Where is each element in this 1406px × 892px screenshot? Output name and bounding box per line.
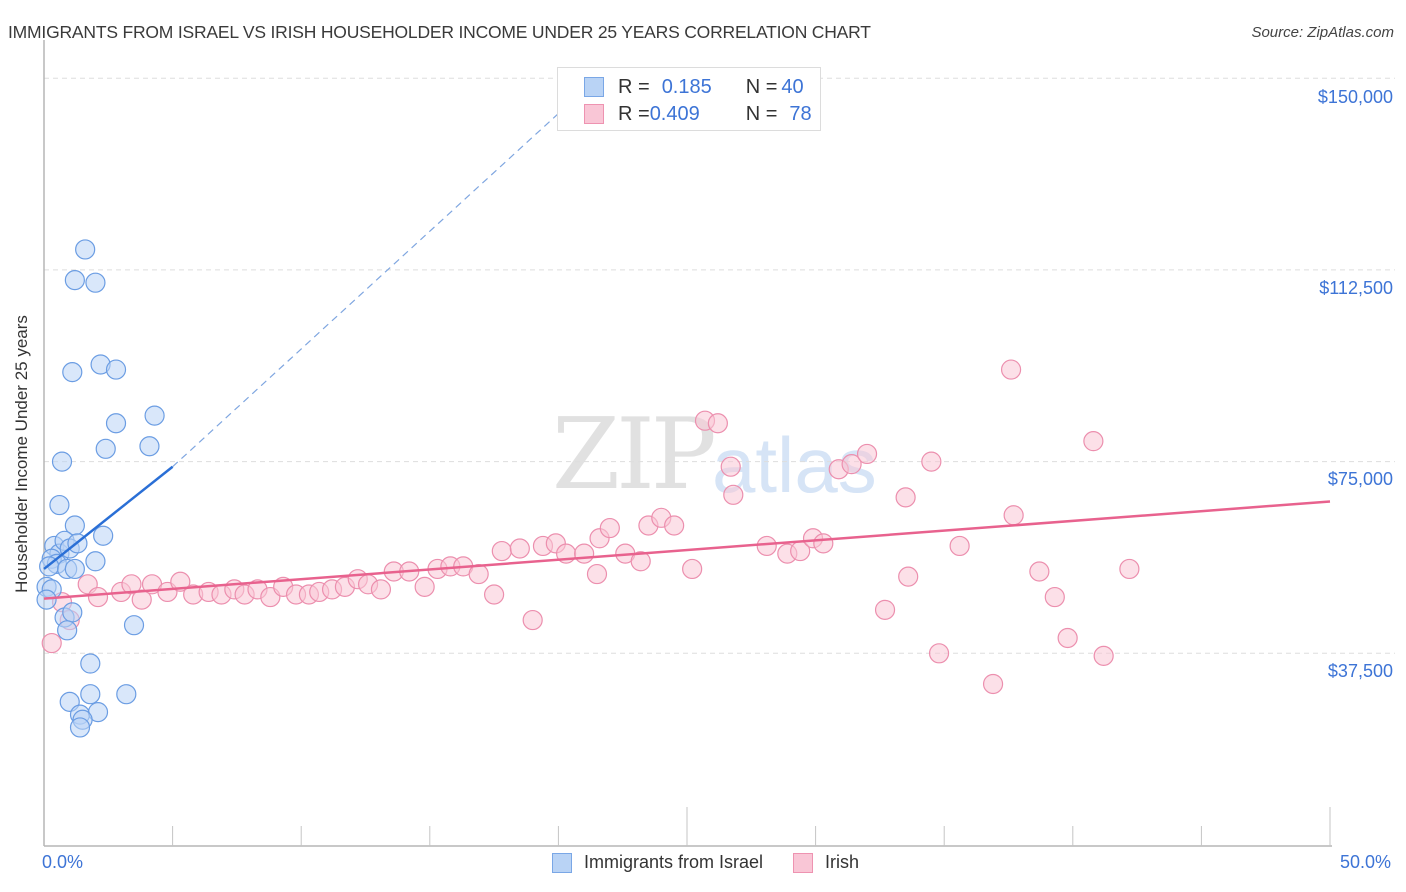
data-point: [116, 684, 137, 705]
israel-trend-line: [43, 465, 174, 570]
data-point: [51, 451, 73, 472]
data-point: [522, 609, 543, 631]
data-point: [139, 436, 160, 457]
chart-title: IMMIGRANTS FROM ISRAEL VS IRISH HOUSEHOL…: [8, 22, 871, 42]
data-point: [1093, 645, 1114, 666]
data-point: [80, 653, 101, 674]
data-point: [982, 673, 1004, 695]
irish-points: [41, 359, 1140, 695]
irish-swatch-icon: [793, 852, 814, 873]
data-point: [491, 540, 512, 562]
data-point: [87, 586, 109, 608]
irish-swatch-icon: [584, 104, 604, 124]
legend-item-irish[interactable]: Irish: [793, 852, 859, 873]
data-point: [370, 579, 392, 600]
data-point: [64, 558, 85, 580]
data-point: [121, 574, 142, 595]
data-point: [813, 533, 834, 554]
n-value: 78: [789, 102, 812, 125]
r-value: 0.409: [649, 102, 700, 125]
data-point: [599, 517, 620, 539]
data-point: [574, 543, 595, 564]
data-point: [720, 456, 741, 477]
trend-lines: [43, 77, 1331, 600]
data-point: [682, 558, 703, 580]
data-point: [1029, 561, 1050, 582]
data-point: [1000, 359, 1022, 380]
data-point: [170, 571, 191, 592]
data-point: [756, 535, 777, 557]
r-label: R =: [618, 75, 650, 98]
r-label: R =: [618, 102, 650, 125]
n-value: 40: [781, 75, 804, 98]
data-point: [1003, 505, 1024, 526]
y-tick-150000: $150,000: [1317, 87, 1393, 107]
data-point: [414, 576, 435, 597]
data-point: [49, 494, 70, 516]
y-tick-37500: $37,500: [1327, 661, 1393, 681]
data-point: [928, 643, 950, 664]
data-point: [841, 454, 862, 475]
y-tick-75000: $75,000: [1327, 469, 1393, 489]
data-point: [62, 362, 83, 383]
axes: [43, 40, 1332, 847]
data-point: [874, 599, 896, 620]
n-label: N =: [745, 102, 778, 125]
y-axis-title: Householder Income Under 25 years: [12, 315, 31, 593]
data-point: [895, 487, 916, 508]
data-point: [64, 270, 85, 291]
data-point: [509, 538, 530, 559]
data-point: [123, 615, 145, 636]
legend-row-israel: R = 0.185 N = 40: [584, 76, 804, 98]
data-point: [723, 484, 744, 505]
data-point: [105, 413, 127, 434]
data-point: [898, 566, 919, 587]
data-point: [484, 584, 505, 605]
n-label: N =: [745, 75, 778, 98]
data-point: [1044, 586, 1065, 608]
legend-item-israel[interactable]: Immigrants from Israel: [552, 852, 763, 873]
data-point: [95, 438, 116, 459]
x-tick-min: 0.0%: [42, 852, 84, 872]
data-point: [586, 563, 608, 585]
data-point: [1083, 431, 1104, 452]
data-point: [57, 620, 78, 641]
watermark-zip: ZIP: [552, 398, 717, 512]
israel-trend-extension: [172, 77, 598, 468]
legend-row-irish: R = 0.409 N = 78: [584, 103, 812, 125]
data-point: [41, 632, 62, 654]
data-point: [69, 717, 91, 738]
correlation-legend: R = 0.185 N = 40 R = 0.409 N = 78: [557, 67, 821, 131]
data-point: [85, 272, 106, 293]
data-point: [921, 451, 942, 472]
data-point: [144, 405, 165, 426]
y-tick-112500: $112,500: [1319, 278, 1393, 298]
data-point: [949, 535, 970, 557]
data-point: [93, 525, 114, 546]
data-point: [105, 359, 127, 380]
data-point: [856, 443, 878, 465]
source-label: Source: ZipAtlas.com: [1251, 24, 1394, 41]
series-legend: Immigrants from Israel Irish: [552, 852, 889, 873]
israel-swatch-icon: [552, 852, 572, 873]
data-point: [664, 515, 685, 536]
data-point: [630, 551, 651, 572]
data-point: [85, 551, 106, 572]
data-point: [1057, 627, 1078, 649]
israel-swatch-icon: [584, 77, 604, 97]
gridlines: [44, 77, 1395, 654]
x-tick-max: 50.0%: [1340, 852, 1392, 872]
data-point: [1119, 558, 1140, 580]
data-point: [75, 239, 96, 260]
data-point: [80, 684, 101, 705]
data-point: [62, 602, 83, 623]
r-value: 0.185: [661, 75, 712, 98]
data-point: [707, 413, 728, 434]
legend-label-irish: Irish: [825, 852, 860, 872]
irish-trend-line: [43, 500, 1331, 600]
legend-label-israel: Immigrants from Israel: [584, 852, 764, 872]
